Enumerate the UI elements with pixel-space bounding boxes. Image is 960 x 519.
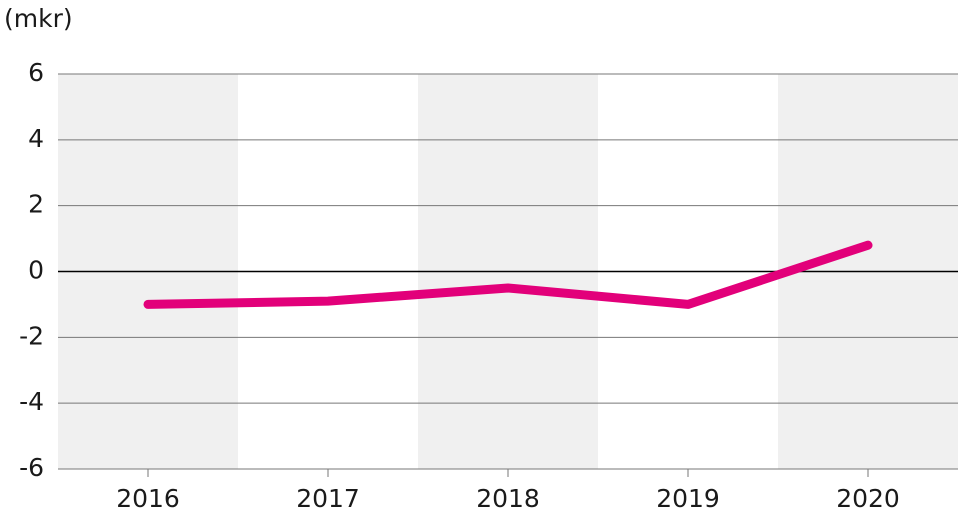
x-tick-label: 2018 — [476, 484, 540, 513]
x-tick-label: 2020 — [836, 484, 900, 513]
y-axis-label: (mkr) — [4, 4, 73, 33]
x-tick-label: 2019 — [656, 484, 720, 513]
y-tick-label: 6 — [28, 58, 44, 87]
y-tick-label: -4 — [19, 387, 44, 416]
y-tick-label: 0 — [28, 256, 44, 285]
x-tick-label: 2016 — [116, 484, 180, 513]
y-tick-label: -6 — [19, 453, 44, 482]
x-tick-label: 2017 — [296, 484, 360, 513]
data-line — [143, 240, 873, 309]
y-tick-label: 4 — [28, 124, 44, 153]
y-tick-label: 2 — [28, 190, 44, 219]
y-tick-label: -2 — [19, 321, 44, 350]
